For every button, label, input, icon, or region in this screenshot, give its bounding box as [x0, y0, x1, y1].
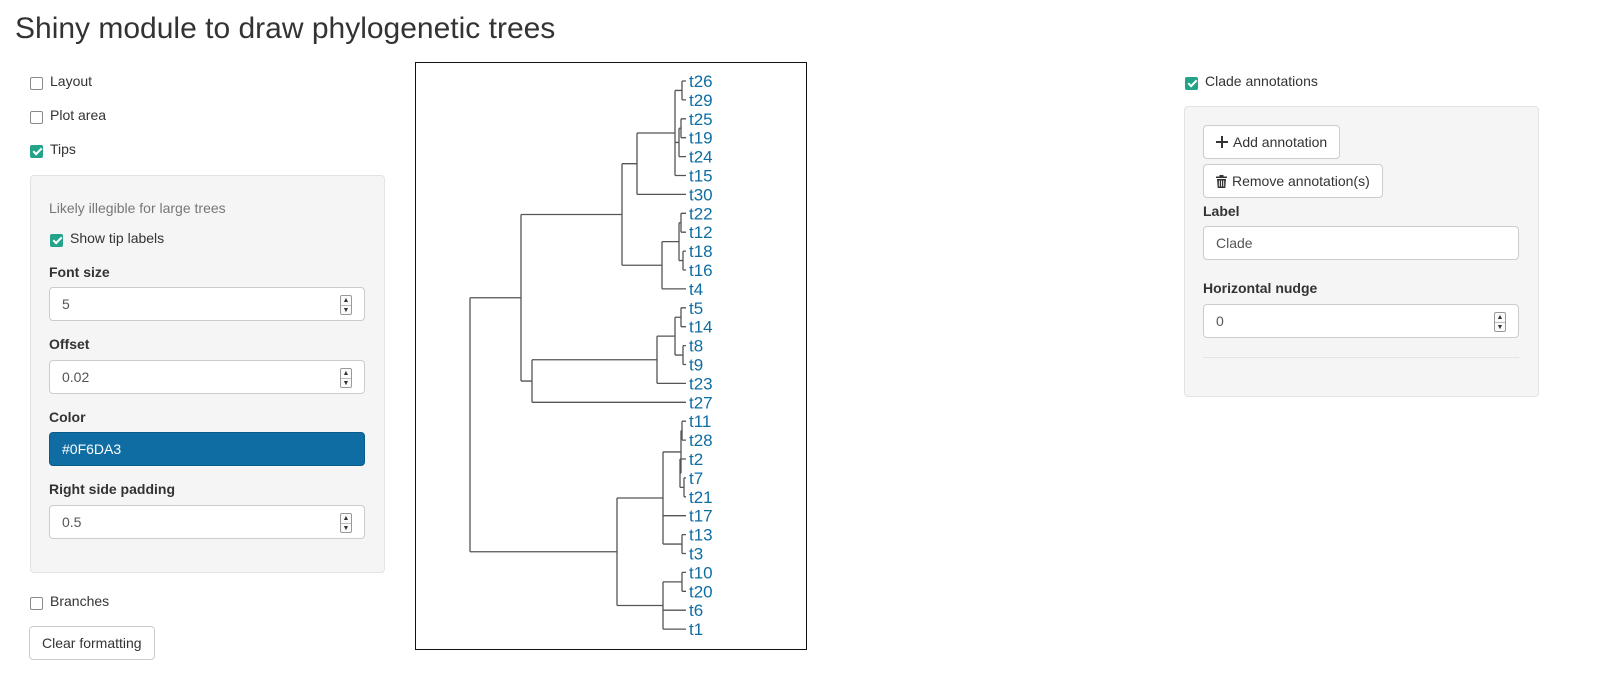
- tip-label-t2: t2: [689, 450, 703, 469]
- layout-label: Layout: [50, 73, 93, 89]
- remove-annotation-label: Remove annotation(s): [1232, 173, 1370, 189]
- show-tip-labels-label: Show tip labels: [70, 230, 165, 246]
- tip-label-t6: t6: [689, 601, 703, 620]
- tip-label-t21: t21: [689, 488, 713, 507]
- spinner-up-icon[interactable]: ▲: [1495, 314, 1505, 323]
- tip-label-t13: t13: [689, 526, 713, 545]
- tip-label-t29: t29: [689, 91, 713, 110]
- right-padding-value: 0.5: [62, 514, 82, 530]
- tips-hint: Likely illegible for large trees: [49, 200, 226, 216]
- right-padding-input[interactable]: 0.5 ▲ ▼: [49, 505, 365, 539]
- tree-branches: [469, 80, 686, 630]
- tip-label-t9: t9: [689, 356, 703, 375]
- color-picker-input[interactable]: #0F6DA3: [49, 432, 365, 466]
- horizontal-nudge-label: Horizontal nudge: [1203, 280, 1318, 296]
- tip-label-t27: t27: [689, 393, 713, 412]
- clade-label-label: Label: [1203, 203, 1240, 219]
- tip-label-t11: t11: [689, 412, 711, 431]
- tip-label-t17: t17: [689, 507, 713, 526]
- tip-label-t3: t3: [689, 545, 703, 564]
- spinner-up-icon[interactable]: ▲: [341, 515, 351, 524]
- plot-area-checkbox[interactable]: [30, 110, 43, 124]
- tip-label-t14: t14: [689, 318, 713, 337]
- tip-label-t24: t24: [689, 148, 713, 167]
- color-label: Color: [49, 409, 86, 425]
- tip-label-t4: t4: [689, 280, 703, 299]
- offset-label: Offset: [49, 336, 90, 352]
- add-annotation-button[interactable]: Add annotation: [1203, 125, 1341, 159]
- tree-plot: t26 t29 t25 t19 t24 t15 t30 t22 t12 t18 t16 t4 t5 t14…: [415, 62, 807, 650]
- horizontal-nudge-spinner[interactable]: ▲ ▼: [1494, 312, 1506, 332]
- plot-area-label: Plot area: [50, 107, 107, 123]
- trash-icon: [1216, 174, 1227, 188]
- horizontal-nudge-input[interactable]: 0 ▲ ▼: [1203, 304, 1519, 338]
- tip-label-t19: t19: [689, 129, 713, 148]
- spinner-down-icon[interactable]: ▼: [342, 380, 350, 387]
- tips-checkbox[interactable]: [30, 144, 43, 158]
- branches-toggle[interactable]: Branches: [30, 593, 110, 610]
- offset-spinner[interactable]: ▲ ▼: [340, 368, 352, 388]
- spinner-down-icon[interactable]: ▼: [1496, 324, 1504, 331]
- clade-label-field[interactable]: [1216, 235, 1468, 251]
- clear-formatting-button[interactable]: Clear formatting: [29, 626, 155, 660]
- tip-label-t8: t8: [689, 337, 703, 356]
- panel-divider: [1203, 357, 1519, 358]
- tree-tip-labels: t26t29t25t19t24t15t30t22t12t18t16t4t5t14…: [689, 72, 713, 639]
- add-annotation-label: Add annotation: [1233, 134, 1328, 150]
- clade-annotations-checkbox[interactable]: [1185, 76, 1198, 90]
- tips-toggle[interactable]: Tips: [30, 141, 76, 158]
- spinner-down-icon[interactable]: ▼: [342, 307, 350, 314]
- horizontal-nudge-value: 0: [1216, 313, 1224, 329]
- font-size-label: Font size: [49, 264, 110, 280]
- plot-area-toggle[interactable]: Plot area: [30, 107, 107, 124]
- tip-label-t7: t7: [689, 469, 703, 488]
- plus-icon: [1216, 136, 1228, 148]
- clade-label-input[interactable]: [1203, 226, 1519, 260]
- tip-label-t23: t23: [689, 374, 713, 393]
- layout-checkbox[interactable]: [30, 76, 43, 90]
- remove-annotation-button[interactable]: Remove annotation(s): [1203, 164, 1383, 198]
- tip-label-t5: t5: [689, 299, 703, 318]
- right-padding-label: Right side padding: [49, 481, 175, 497]
- page-title: Shiny module to draw phylogenetic trees: [15, 12, 556, 45]
- show-tip-labels-checkbox[interactable]: [50, 233, 63, 247]
- clear-formatting-label: Clear formatting: [42, 635, 142, 651]
- tips-label: Tips: [50, 141, 76, 157]
- clade-annotations-toggle[interactable]: Clade annotations: [1185, 73, 1318, 90]
- tip-label-t16: t16: [689, 261, 713, 280]
- tip-label-t22: t22: [689, 204, 713, 223]
- tree-branch-path: [469, 80, 686, 630]
- right-padding-spinner[interactable]: ▲ ▼: [340, 513, 352, 533]
- spinner-up-icon[interactable]: ▲: [341, 370, 351, 379]
- tip-label-t12: t12: [689, 223, 713, 242]
- phylogenetic-tree: t26t29t25t19t24t15t30t22t12t18t16t4t5t14…: [469, 72, 713, 639]
- tip-label-t18: t18: [689, 242, 713, 261]
- clade-annotations-label: Clade annotations: [1205, 73, 1318, 89]
- branches-label: Branches: [50, 593, 110, 609]
- offset-value: 0.02: [62, 369, 90, 385]
- tip-label-t25: t25: [689, 110, 713, 129]
- tip-label-t1: t1: [689, 620, 703, 639]
- layout-toggle[interactable]: Layout: [30, 73, 93, 90]
- tip-label-t26: t26: [689, 72, 713, 91]
- font-size-value: 5: [62, 296, 70, 312]
- offset-input[interactable]: 0.02 ▲ ▼: [49, 360, 365, 394]
- show-tip-labels-toggle[interactable]: Show tip labels: [50, 230, 165, 247]
- tip-label-t30: t30: [689, 185, 713, 204]
- tip-label-t15: t15: [689, 167, 713, 186]
- spinner-down-icon[interactable]: ▼: [342, 525, 350, 532]
- tip-label-t20: t20: [689, 582, 713, 601]
- branches-checkbox[interactable]: [30, 596, 43, 610]
- tip-label-t28: t28: [689, 431, 713, 450]
- spinner-up-icon[interactable]: ▲: [341, 297, 351, 306]
- font-size-input[interactable]: 5 ▲ ▼: [49, 287, 365, 321]
- color-value: #0F6DA3: [62, 441, 122, 457]
- font-size-spinner[interactable]: ▲ ▼: [340, 295, 352, 315]
- tip-label-t10: t10: [689, 563, 713, 582]
